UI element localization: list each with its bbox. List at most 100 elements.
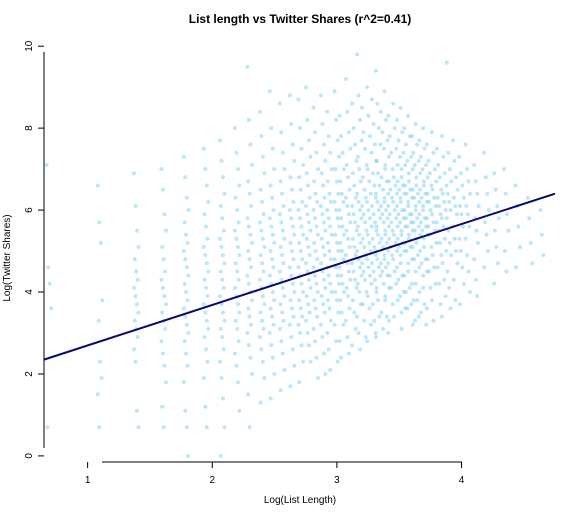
data-point	[323, 285, 328, 290]
data-point	[279, 130, 284, 135]
data-point	[290, 249, 294, 253]
data-point	[298, 331, 302, 335]
data-point	[385, 216, 390, 221]
data-point	[259, 228, 264, 233]
data-point	[201, 146, 206, 151]
data-point	[247, 257, 252, 262]
data-point	[320, 335, 325, 340]
data-point	[475, 294, 480, 299]
data-point	[390, 228, 395, 233]
data-point	[346, 175, 351, 180]
data-point	[409, 281, 414, 286]
data-point	[424, 322, 429, 327]
data-point	[419, 261, 424, 266]
data-point	[387, 285, 391, 290]
data-point	[333, 232, 338, 237]
data-point	[379, 175, 384, 180]
data-point	[185, 240, 190, 245]
data-point	[204, 261, 209, 266]
data-point	[400, 130, 405, 135]
data-point	[412, 257, 417, 262]
data-point	[267, 89, 272, 94]
data-point	[352, 245, 357, 249]
data-point	[426, 224, 431, 229]
data-point	[406, 232, 411, 237]
data-point	[186, 453, 191, 458]
data-point	[346, 351, 351, 356]
data-point	[304, 85, 308, 90]
data-point	[384, 208, 388, 213]
data-point	[417, 212, 422, 217]
data-point	[461, 195, 466, 200]
data-point	[287, 93, 292, 98]
data-point	[373, 220, 377, 225]
data-point	[257, 335, 262, 340]
data-point	[434, 220, 439, 225]
data-point	[163, 269, 168, 274]
data-point	[464, 204, 469, 208]
data-point	[422, 302, 427, 307]
data-point	[319, 171, 324, 176]
data-point	[308, 228, 313, 233]
data-point	[297, 175, 302, 180]
data-point	[246, 392, 251, 397]
data-point	[183, 314, 188, 319]
data-point	[159, 339, 164, 344]
data-point	[206, 199, 211, 204]
data-point	[163, 380, 168, 385]
data-point	[422, 216, 427, 221]
data-point	[442, 171, 447, 176]
data-point	[414, 175, 419, 180]
data-point	[360, 302, 365, 307]
data-point	[287, 265, 292, 270]
data-point	[395, 298, 400, 303]
data-point	[315, 290, 320, 294]
data-point	[237, 183, 242, 188]
data-point	[203, 310, 208, 315]
data-point	[387, 273, 392, 278]
data-point	[394, 281, 399, 286]
data-point	[269, 343, 274, 348]
data-point	[506, 228, 511, 233]
data-point	[360, 175, 365, 180]
data-point	[486, 208, 491, 213]
data-point	[334, 339, 339, 344]
data-point	[413, 122, 418, 126]
data-point	[429, 298, 434, 303]
data-point	[318, 93, 323, 98]
data-point	[350, 343, 355, 348]
data-point	[280, 253, 285, 258]
data-point	[376, 298, 380, 303]
data-point	[386, 204, 391, 208]
data-point	[325, 240, 330, 245]
data-point	[403, 290, 408, 294]
data-point	[338, 298, 343, 303]
data-point	[218, 294, 222, 299]
data-point	[436, 163, 441, 167]
data-point	[446, 150, 451, 155]
data-point	[371, 122, 376, 126]
data-point	[442, 199, 447, 204]
data-point	[370, 97, 374, 102]
chart-title: List length vs Twitter Shares (r^2=0.41)	[189, 12, 412, 26]
data-point	[218, 138, 222, 143]
data-point	[421, 245, 426, 249]
data-point	[162, 212, 167, 217]
data-point	[438, 212, 443, 217]
data-point	[418, 232, 423, 237]
data-point	[444, 183, 449, 188]
data-point	[387, 154, 391, 159]
data-point	[422, 146, 427, 151]
data-point	[353, 195, 358, 200]
data-point	[219, 376, 224, 381]
data-point	[270, 355, 275, 360]
data-point	[396, 277, 401, 282]
data-point	[382, 195, 387, 200]
data-point	[325, 109, 330, 114]
data-point	[482, 265, 487, 270]
data-point	[249, 163, 254, 167]
data-point	[332, 257, 337, 262]
data-point	[298, 216, 302, 221]
data-point	[457, 154, 462, 159]
data-point	[350, 171, 355, 176]
